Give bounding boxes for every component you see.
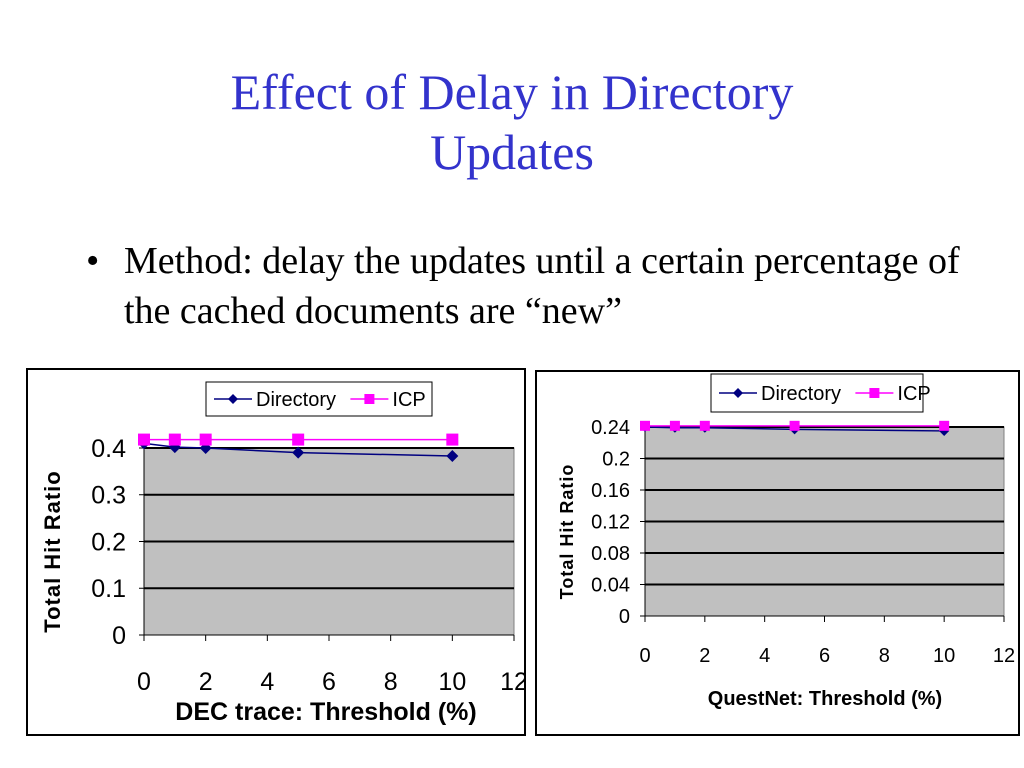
x-tick-label: 6 [819,645,830,667]
x-tick-label: 2 [699,645,710,667]
legend-label-icp: ICP [392,389,425,411]
legend-marker-directory [228,394,238,404]
dec-trace-chart-svg: 0 0.1 0.2 0.3 0.4 0 2 4 6 8 10 12 DEC trace: Thresho… [40,381,528,726]
y-tick-label: 0.3 [91,482,126,510]
legend-label-directory: Directory [761,383,841,405]
x-tick-label: 12 [993,645,1015,667]
questnet-chart-svg: 0 0.04 0.08 0.12 0.16 0.2 0.24 0 2 4 6 8 10 12 QuestNe… [557,373,1015,710]
data-point-icp [939,420,950,431]
x-tick-label: 0 [137,668,151,696]
x-axis-label: QuestNet: Threshold (%) [708,688,942,710]
x-tick-label: 8 [879,645,890,667]
data-point-icp [168,433,181,446]
legend-marker-icp [364,394,375,404]
data-point-icp [789,420,800,431]
data-point-icp [292,433,305,446]
y-tick-label: 0.1 [91,575,126,603]
data-point-icp [446,433,459,446]
slide-title: Effect of Delay in Directory Updates [0,62,1024,182]
y-tick-label: 0.16 [591,480,630,502]
y-axis-label: Total Hit Ratio [40,470,65,632]
y-tick-label: 0.24 [591,417,630,439]
x-tick-label: 10 [933,645,955,667]
data-point-directory [292,446,305,459]
data-point-icp [199,433,212,446]
legend-label-directory: Directory [256,389,336,411]
slide-title-line-1: Effect of Delay in Directory [230,64,794,120]
data-point-icp [138,433,150,446]
y-tick-label: 0.04 [591,575,630,597]
legend-label-icp: ICP [897,383,930,405]
data-point-icp [699,420,710,431]
y-tick-label: 0 [112,622,126,650]
y-tick-label: 0.2 [91,528,126,556]
slide-title-line-2: Updates [430,124,594,180]
bullet-icon: • [86,240,100,282]
dec-trace-chart: 0 0.1 0.2 0.3 0.4 0 2 4 6 8 10 12 DEC trace: Thresho… [26,368,528,736]
y-tick-label: 0.2 [602,449,630,471]
y-tick-label: 0.4 [91,435,126,463]
x-tick-label: 6 [322,668,336,696]
y-tick-label: 0.12 [591,512,630,534]
y-axis-label: Total Hit Ratio [557,464,577,600]
y-tick-label: 0 [619,606,630,628]
questnet-chart: 0 0.04 0.08 0.12 0.16 0.2 0.24 0 2 4 6 8 10 12 QuestNe… [535,370,1020,736]
x-tick-label: 4 [759,645,770,667]
data-point-icp [669,420,680,431]
legend-marker-icp [869,388,880,398]
x-axis-label: DEC trace: Threshold (%) [175,698,476,726]
data-point-icp [640,420,650,431]
x-tick-label: 0 [639,645,650,667]
x-tick-label: 12 [500,668,524,696]
x-tick-label: 2 [199,668,213,696]
x-tick-label: 8 [384,668,398,696]
legend-marker-directory [733,388,743,398]
x-tick-label: 4 [260,668,274,696]
bullet-text: Method: delay the updates until a certai… [124,240,960,332]
data-point-directory [446,449,459,462]
x-tick-label: 10 [438,668,466,696]
y-tick-label: 0.08 [591,543,630,565]
